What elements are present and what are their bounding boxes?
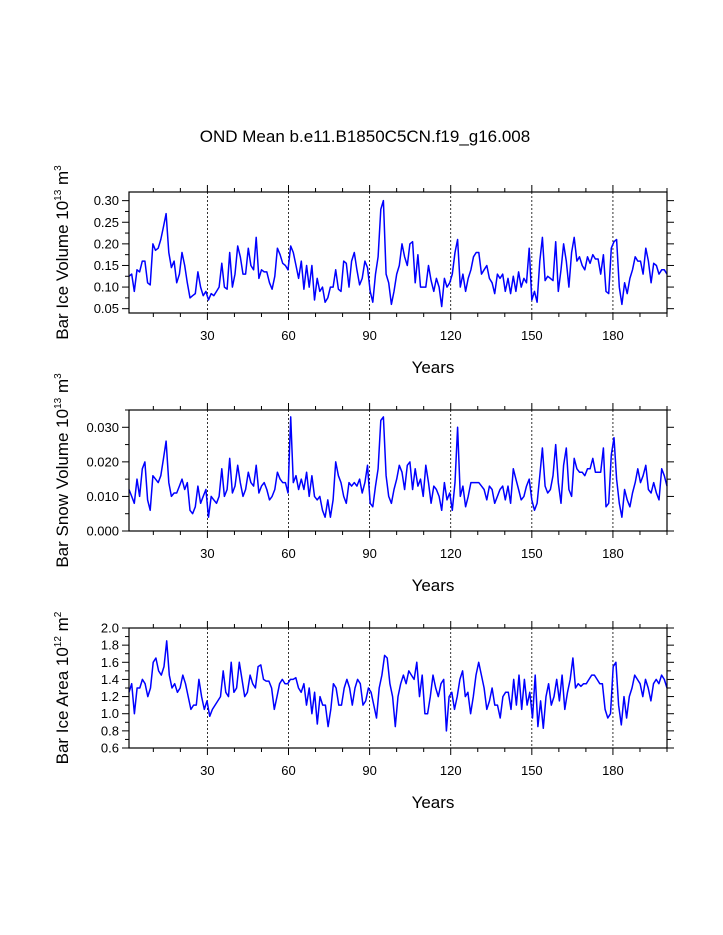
- y-label-unit: m: [53, 171, 72, 190]
- x-tick-label: 90: [362, 546, 376, 561]
- y-label-text: Bar Ice Area 10: [53, 647, 72, 764]
- x-tick-label: 90: [362, 328, 376, 343]
- x-tick-label: 60: [281, 763, 295, 778]
- series-line: [128, 640, 668, 732]
- x-tick-label: 180: [602, 763, 624, 778]
- y-tick-label: 0.05: [94, 301, 119, 316]
- y-axis-label: Bar Ice Volume 1013 m3: [53, 165, 72, 340]
- y-tick-label: 0.010: [86, 489, 119, 504]
- plot-frame: [128, 191, 668, 314]
- x-tick-label: 150: [521, 328, 543, 343]
- x-axis-label: Years: [412, 793, 455, 812]
- y-label-unit: m: [53, 617, 72, 636]
- y-label-exponent: 12: [53, 636, 64, 648]
- y-tick-label: 2.0: [101, 621, 119, 636]
- y-label-unit-exponent: 3: [53, 373, 64, 379]
- y-tick-label: 0.030: [86, 420, 119, 435]
- x-tick-label: 120: [440, 763, 462, 778]
- x-tick-label: 60: [281, 546, 295, 561]
- x-tick-label: 90: [362, 763, 376, 778]
- plot-frame: [128, 627, 668, 749]
- series-line: [128, 416, 668, 518]
- y-label-text: Bar Snow Volume 10: [53, 409, 72, 568]
- y-tick-label: 1.0: [101, 706, 119, 721]
- chart-panel-2: 30 60 90 120 150 180 0.000 0.010 0.020 0.030 Years…: [53, 373, 674, 595]
- y-axis-label: Bar Ice Area 1012 m2: [53, 611, 72, 764]
- x-tick-label: 180: [602, 546, 624, 561]
- y-tick-label: 1.8: [101, 638, 119, 653]
- x-axis-label: Years: [412, 576, 455, 595]
- x-tick-label: 30: [200, 546, 214, 561]
- plot-frame: [128, 409, 668, 532]
- x-tick-label: 150: [521, 546, 543, 561]
- y-tick-label: 0.20: [94, 236, 119, 251]
- y-tick-label: 1.4: [101, 672, 119, 687]
- y-tick-label: 0.25: [94, 215, 119, 230]
- x-tick-label: 30: [200, 763, 214, 778]
- x-tick-label: 60: [281, 328, 295, 343]
- y-label-exponent: 13: [53, 397, 64, 409]
- x-tick-label: 120: [440, 328, 462, 343]
- x-tick-label: 150: [521, 763, 543, 778]
- y-axis-label: Bar Snow Volume 1013 m3: [53, 373, 72, 568]
- x-tick-label: 120: [440, 546, 462, 561]
- y-label-exponent: 13: [53, 189, 64, 201]
- chart-panel-1: 30 60 90 120 150 180 0.05 0.10 0.15 0.20 0.25 0.30 Y…: [53, 165, 674, 377]
- x-tick-label: 180: [602, 328, 624, 343]
- y-label-text: Bar Ice Volume 10: [53, 201, 72, 340]
- y-label-unit-exponent: 2: [53, 611, 64, 617]
- chart-panels: 30 60 90 120 150 180 0.05 0.10 0.15 0.20 0.25 0.30 Y…: [53, 165, 674, 812]
- chart-title: OND Mean b.e11.B1850C5CN.f19_g16.008: [200, 127, 530, 146]
- y-tick-label: 1.6: [101, 655, 119, 670]
- y-tick-label: 0.10: [94, 280, 119, 295]
- x-tick-label: 30: [200, 328, 214, 343]
- y-label-unit-exponent: 3: [53, 165, 64, 171]
- y-tick-label: 1.2: [101, 689, 119, 704]
- y-tick-label: 0.000: [86, 524, 119, 539]
- x-axis-label: Years: [412, 358, 455, 377]
- y-label-unit: m: [53, 379, 72, 398]
- y-tick-label: 0.15: [94, 258, 119, 273]
- series-line: [128, 199, 668, 308]
- y-tick-label: 0.30: [94, 193, 119, 208]
- y-tick-label: 0.8: [101, 723, 119, 738]
- y-tick-label: 0.6: [101, 741, 119, 756]
- y-tick-label: 0.020: [86, 454, 119, 469]
- chart-panel-3: 30 60 90 120 150 180 0.6 0.8 1.0 1.2 1.4 1.6 1.8 2.0 Y…: [53, 611, 674, 812]
